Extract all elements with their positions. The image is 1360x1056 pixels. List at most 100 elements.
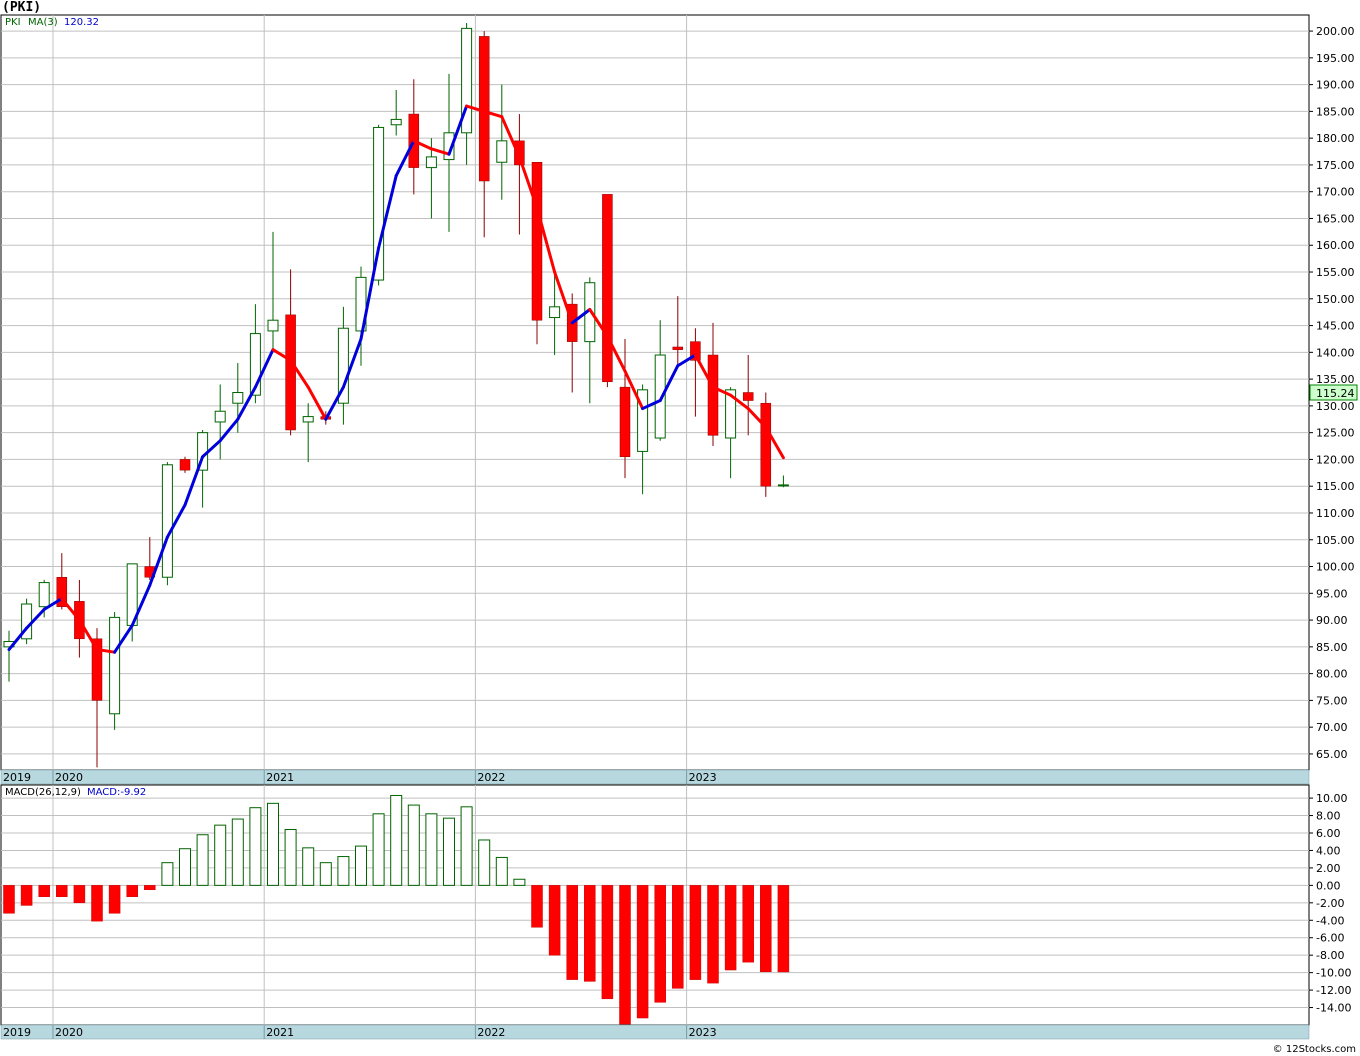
macd-bar-negative bbox=[654, 885, 666, 1003]
ma-segment bbox=[271, 348, 293, 362]
ma-segment bbox=[746, 407, 768, 429]
price-tick-label: 135.00 bbox=[1316, 373, 1355, 386]
macd-bar-negative bbox=[760, 885, 772, 973]
price-tick-label: 85.00 bbox=[1316, 641, 1348, 654]
macd-bar-negative bbox=[619, 885, 631, 1025]
candle bbox=[725, 387, 737, 479]
macd-tick-label: -10.00 bbox=[1316, 967, 1351, 980]
legend-symbol: PKI bbox=[5, 17, 21, 28]
candle-body-up bbox=[267, 319, 279, 332]
price-tick-label: 180.00 bbox=[1316, 132, 1355, 145]
candle-body-up bbox=[302, 416, 314, 423]
price-tick-label: 190.00 bbox=[1316, 79, 1355, 92]
macd-bar-positive bbox=[302, 847, 315, 886]
macd-tick-label: -4.00 bbox=[1316, 914, 1344, 927]
candle bbox=[690, 328, 701, 417]
candle bbox=[672, 296, 684, 366]
macd-bar-negative bbox=[20, 885, 33, 906]
macd-bar-positive bbox=[513, 878, 526, 886]
macd-date-axis-bg bbox=[0, 1024, 1310, 1040]
macd-bar-positive bbox=[372, 813, 385, 886]
price-tick-label: 145.00 bbox=[1316, 320, 1355, 333]
ma-segment bbox=[236, 385, 257, 421]
ma-segment bbox=[130, 583, 152, 627]
candle-body-down bbox=[514, 140, 525, 166]
candle bbox=[461, 23, 473, 165]
macd-bar-negative bbox=[689, 885, 702, 980]
macd-bar-positive bbox=[495, 856, 508, 886]
candle-body-down bbox=[742, 392, 754, 401]
ma-segment bbox=[623, 369, 645, 411]
price-tick-label: 80.00 bbox=[1316, 668, 1348, 681]
macd-bar-negative bbox=[636, 885, 649, 1019]
price-date-axis: 2019 2020 2021 2022 2023 bbox=[0, 769, 1310, 785]
candle-body-up bbox=[549, 306, 561, 319]
candle-body-up bbox=[637, 389, 649, 452]
macd-bar-negative bbox=[707, 885, 719, 984]
candlestick-series bbox=[3, 23, 789, 768]
macd-histogram bbox=[3, 794, 790, 1025]
macd-bar-positive bbox=[460, 806, 473, 886]
candle bbox=[637, 384, 649, 495]
candle-body-down bbox=[179, 459, 191, 471]
ma-segment bbox=[253, 348, 275, 389]
price-tick-label: 195.00 bbox=[1316, 52, 1355, 65]
macd-bar-negative bbox=[601, 885, 614, 1000]
price-tick-label: 170.00 bbox=[1316, 186, 1355, 199]
ma-segment bbox=[570, 308, 592, 325]
price-tick-label: 110.00 bbox=[1316, 507, 1355, 520]
ma-segment bbox=[500, 115, 521, 159]
candle-body-down bbox=[707, 354, 719, 436]
macd-tick-label: -12.00 bbox=[1316, 984, 1351, 997]
macd-legend-label: MACD(26,12,9) bbox=[5, 787, 81, 798]
candle bbox=[549, 272, 561, 356]
ma-segment bbox=[201, 439, 222, 459]
price-tick-label: 155.00 bbox=[1316, 266, 1355, 279]
macd-bar-negative bbox=[672, 885, 684, 989]
last-price-label: 115.24 bbox=[1316, 387, 1355, 400]
candle bbox=[267, 231, 279, 353]
candle bbox=[408, 79, 420, 195]
price-tick-label: 70.00 bbox=[1316, 721, 1348, 734]
candle-body-up bbox=[355, 276, 367, 332]
price-tick-label: 120.00 bbox=[1316, 453, 1355, 466]
macd-bar-positive bbox=[284, 829, 297, 886]
macd-bar-positive bbox=[267, 802, 279, 886]
macd-bar-negative bbox=[126, 885, 138, 897]
ma-segment bbox=[183, 455, 205, 507]
ma-segment bbox=[341, 337, 363, 389]
ma-segment bbox=[289, 358, 310, 389]
ma-segment bbox=[165, 503, 187, 539]
price-tick-label: 125.00 bbox=[1316, 427, 1355, 440]
macd-legend-value: MACD:-9.92 bbox=[87, 787, 146, 798]
candle bbox=[355, 266, 367, 366]
macd-axis: 10.00 8.00 6.00 4.00 2.00 0.00 -2.00 -4.00 -6.00… bbox=[1309, 792, 1351, 1015]
candle-body-up bbox=[390, 118, 402, 126]
macd-bar-negative bbox=[38, 885, 50, 897]
ma-segment bbox=[324, 385, 345, 421]
macd-tick-label: 4.00 bbox=[1316, 844, 1341, 857]
macd-bar-negative bbox=[548, 885, 561, 956]
price-year-labels: 2019 2020 2021 2022 2023 bbox=[3, 770, 717, 784]
footer-credit: © 12Stocks.com bbox=[1273, 1044, 1356, 1055]
moving-average-line bbox=[7, 104, 785, 654]
candle bbox=[302, 403, 314, 463]
candle-body-down bbox=[91, 638, 103, 701]
ma-segment bbox=[218, 417, 240, 443]
candle-body-up bbox=[38, 582, 50, 608]
macd-bar-positive bbox=[179, 848, 191, 886]
macd-tick-label: 2.00 bbox=[1316, 862, 1341, 875]
candle bbox=[337, 306, 349, 425]
macd-bar-negative bbox=[3, 885, 15, 914]
ma-segment bbox=[447, 104, 469, 156]
candle bbox=[584, 277, 596, 404]
candle bbox=[214, 384, 226, 460]
price-tick-label: 140.00 bbox=[1316, 346, 1355, 359]
price-tick-label: 130.00 bbox=[1316, 400, 1355, 413]
candle bbox=[109, 612, 121, 730]
candle bbox=[373, 124, 385, 286]
candle bbox=[425, 138, 437, 219]
macd-bar-negative bbox=[584, 885, 596, 982]
ma-segment bbox=[60, 597, 81, 622]
candle bbox=[514, 114, 525, 235]
